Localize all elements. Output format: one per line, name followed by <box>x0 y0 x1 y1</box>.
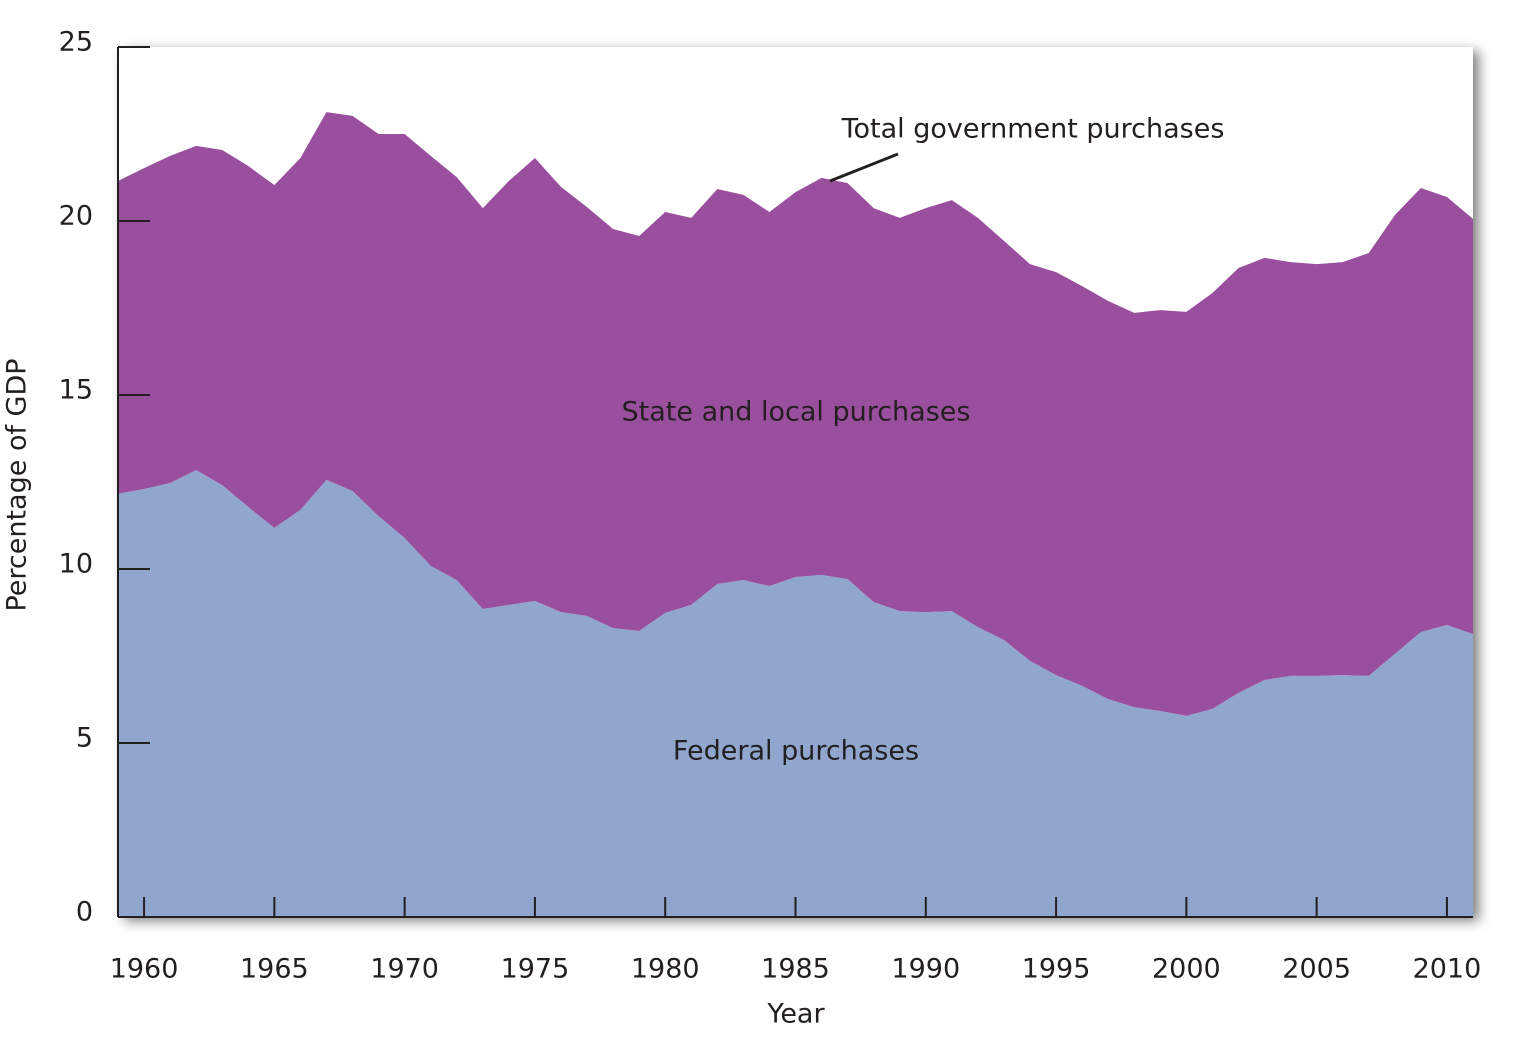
series-label: Federal purchases <box>673 736 919 767</box>
x-tick-label: 1960 <box>110 954 179 985</box>
area <box>118 112 1473 716</box>
y-tick-label: 25 <box>59 27 93 58</box>
y-tick-label: 20 <box>59 201 93 232</box>
annotation-leader <box>829 152 899 183</box>
annotation: Total government purchases <box>841 114 1225 145</box>
y-tick-label: 5 <box>76 723 93 754</box>
x-tick-label: 1980 <box>631 954 700 985</box>
x-tick-label: 1975 <box>501 954 570 985</box>
x-tick-label: 1995 <box>1022 954 1091 985</box>
x-tick-label: 2000 <box>1152 954 1221 985</box>
area <box>118 470 1473 917</box>
x-tick-label: 1985 <box>761 954 830 985</box>
x-tick-label: 2010 <box>1413 954 1482 985</box>
areas <box>118 112 1473 917</box>
y-axis-label: Percentage of GDP <box>2 358 33 611</box>
x-tick-label: 1965 <box>240 954 309 985</box>
x-axis-label: Year <box>766 999 825 1030</box>
series-label: State and local purchases <box>622 397 971 428</box>
x-tick-label: 1990 <box>891 954 960 985</box>
y-tick-label: 10 <box>59 549 93 580</box>
y-tick-label: 0 <box>76 897 93 928</box>
x-tick-label: 2005 <box>1282 954 1351 985</box>
x-tick-label: 1970 <box>370 954 439 985</box>
y-tick-label: 15 <box>59 375 93 406</box>
